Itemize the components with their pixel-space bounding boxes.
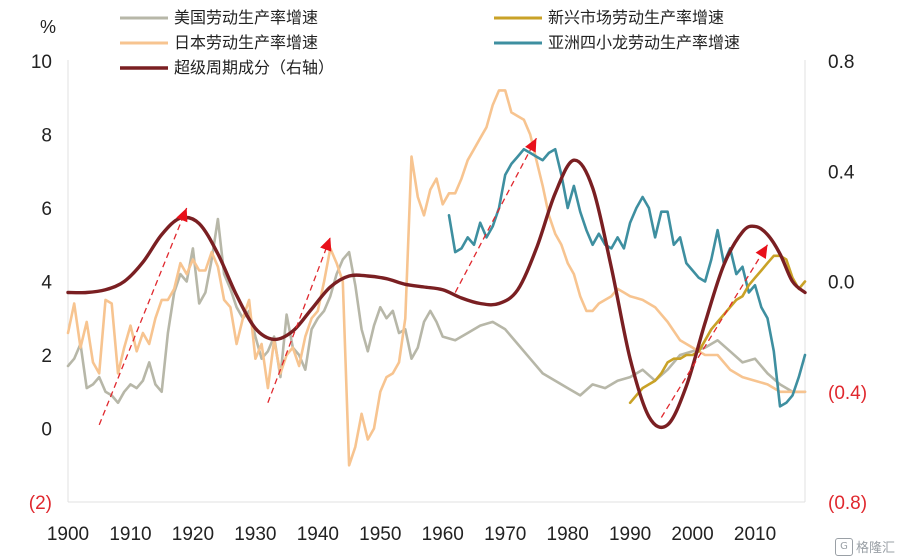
legend-label: 超级周期成分（右轴） [174, 58, 334, 77]
x-tick-label: 1940 [297, 524, 339, 545]
left-tick-label: 10 [31, 52, 52, 73]
series-line-2 [447, 147, 807, 408]
trend-arrow-line [660, 244, 769, 418]
trend-arrow-line [98, 207, 188, 426]
right-tick-label: 0.4 [828, 162, 855, 183]
series-line-1 [66, 89, 807, 467]
x-tick-label: 1990 [609, 524, 651, 545]
right-axis-ticks: (0.8) (0.4) 0.0 0.4 0.8 [828, 52, 867, 514]
watermark-logo-icon: G [834, 537, 853, 556]
trend-arrow-line [454, 137, 538, 293]
right-tick-label: (0.4) [828, 383, 867, 404]
trend-arrow-head [525, 138, 537, 153]
trend-arrow-head [755, 244, 768, 259]
x-tick-label: 1900 [47, 524, 89, 545]
left-axis-ticks: (2) 0 2 4 6 8 10 [29, 52, 53, 514]
left-tick-label: (2) [29, 493, 52, 514]
series-line-3 [628, 254, 807, 405]
left-tick-label: 2 [41, 346, 52, 367]
x-tick-label: 2010 [734, 524, 776, 545]
x-tick-label: 1960 [422, 524, 464, 545]
x-axis-ticks: 1900 1910 1920 1930 1940 1950 1960 1970 1980 1990… [47, 524, 776, 545]
left-tick-label: 8 [41, 126, 52, 147]
legend-label: 日本劳动生产率增速 [174, 33, 318, 52]
x-tick-label: 1910 [109, 524, 151, 545]
legend-label: 美国劳动生产率增速 [174, 8, 318, 27]
left-tick-label: 6 [41, 199, 52, 220]
x-tick-label: 1930 [234, 524, 276, 545]
legend-label: 亚洲四小龙劳动生产率增速 [548, 33, 740, 52]
watermark-text: 格隆汇 [855, 541, 895, 556]
x-tick-label: 1920 [172, 524, 214, 545]
x-tick-label: 1970 [484, 524, 526, 545]
trend-arrow-head [176, 208, 188, 223]
left-axis-unit: % [40, 17, 56, 37]
right-tick-label: 0.8 [828, 52, 854, 73]
x-tick-label: 1980 [547, 524, 589, 545]
series-lines [66, 89, 807, 467]
right-tick-label: 0.0 [828, 273, 854, 294]
left-tick-label: 0 [41, 420, 52, 441]
series-line-4 [66, 158, 807, 430]
series-line-0 [66, 217, 807, 405]
trend-arrow-line [267, 237, 331, 404]
trend-arrows [98, 137, 769, 426]
x-tick-label: 2000 [671, 524, 713, 545]
legend-label: 新兴市场劳动生产率增速 [548, 8, 724, 27]
right-tick-label: (0.8) [828, 493, 867, 514]
watermark: G 格隆汇 [834, 537, 895, 556]
trend-arrow-head [320, 237, 332, 252]
x-tick-label: 1950 [359, 524, 401, 545]
left-tick-label: 4 [41, 273, 52, 294]
